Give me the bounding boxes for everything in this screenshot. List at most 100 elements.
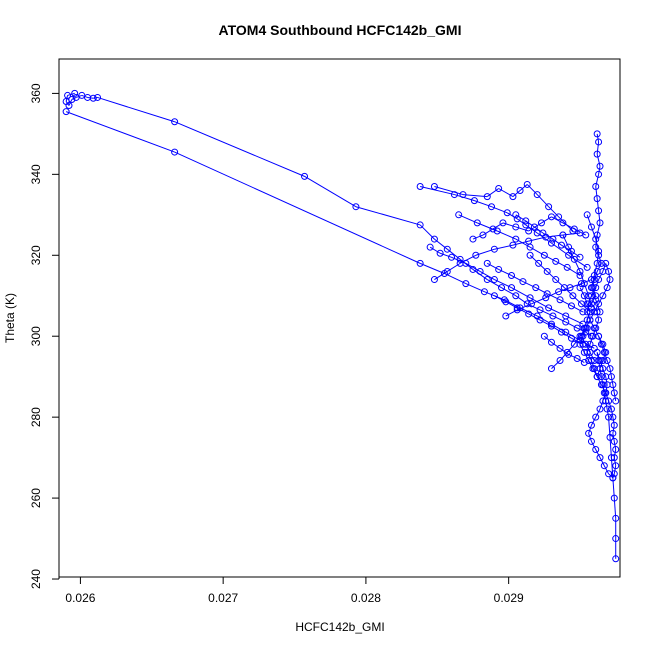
data-point xyxy=(597,259,605,267)
data-point xyxy=(586,308,594,316)
data-point xyxy=(540,251,548,259)
data-point xyxy=(605,470,613,478)
data-point xyxy=(595,247,603,255)
data-point xyxy=(456,259,464,267)
series-line-segment xyxy=(434,185,464,196)
data-point xyxy=(65,102,73,110)
data-point xyxy=(567,302,575,310)
series-line-segment xyxy=(511,287,531,299)
data-series xyxy=(483,259,587,316)
data-point xyxy=(94,93,102,101)
series-line-segment xyxy=(598,210,601,223)
series-line-segment xyxy=(304,175,357,208)
data-point xyxy=(430,182,438,190)
series-line-segment xyxy=(602,344,607,353)
data-point xyxy=(513,304,521,312)
series-line-segment xyxy=(502,222,516,228)
series-line-segment xyxy=(562,234,570,248)
data-series xyxy=(576,284,598,364)
series-line-segment xyxy=(593,263,598,276)
series-line-segment xyxy=(528,313,541,321)
series-line-segment xyxy=(562,222,575,230)
series-line-segment xyxy=(600,344,605,353)
data-point xyxy=(549,235,557,243)
series-line-segment xyxy=(447,262,461,272)
data-point xyxy=(612,397,620,405)
data-point xyxy=(495,185,503,192)
data-point xyxy=(512,211,520,219)
data-point xyxy=(450,191,458,199)
series-line-segment xyxy=(576,358,585,363)
y-axis: 240 260 280 300 320 340 360 xyxy=(29,83,60,589)
data-point xyxy=(547,213,555,221)
data-point xyxy=(509,193,517,201)
data-point xyxy=(599,292,607,300)
series-line-segment xyxy=(595,279,600,288)
series-line-segment xyxy=(598,166,601,175)
series-line-segment xyxy=(174,121,305,177)
y-tick-label: 260 xyxy=(29,488,43,508)
data-point xyxy=(547,365,555,373)
data-point xyxy=(607,454,615,462)
x-tick-label: 0.026 xyxy=(65,591,95,605)
series-line-segment xyxy=(505,301,518,309)
data-point xyxy=(470,197,478,205)
data-point xyxy=(498,284,506,292)
series-line-segment xyxy=(586,352,592,361)
data-point xyxy=(606,365,614,373)
data-point xyxy=(549,312,557,320)
series-line-segment xyxy=(598,336,602,345)
series-line-segment xyxy=(561,331,572,339)
series-line-segment xyxy=(498,268,512,276)
data-point xyxy=(542,294,550,302)
series-line-segment xyxy=(591,441,597,450)
data-point xyxy=(171,148,179,156)
series-line-segment xyxy=(593,327,600,337)
data-point xyxy=(582,340,590,348)
x-tick-label: 0.027 xyxy=(208,591,238,605)
data-point xyxy=(547,239,555,247)
data-point xyxy=(580,359,588,367)
data-point xyxy=(612,535,620,543)
series-line-segment xyxy=(599,457,605,466)
data-point xyxy=(512,235,520,243)
data-point xyxy=(596,162,604,170)
series-line-segment xyxy=(512,190,521,197)
data-point xyxy=(502,312,510,320)
data-point xyxy=(483,276,491,284)
series-line-segment xyxy=(590,275,595,288)
data-point xyxy=(567,334,575,342)
series-line-segment xyxy=(566,343,575,353)
series-line-segment xyxy=(579,327,588,337)
series-line-segment xyxy=(595,319,600,329)
data-point xyxy=(565,243,573,251)
series-line-segment xyxy=(529,297,549,309)
series-line-segment xyxy=(591,287,597,296)
data-point xyxy=(523,180,531,188)
series-line-segment xyxy=(591,416,597,426)
data-point xyxy=(530,223,538,231)
series-line-segment xyxy=(546,293,561,301)
series-line-segment xyxy=(93,96,98,99)
y-tick-label: 360 xyxy=(29,83,43,103)
data-point xyxy=(555,288,563,296)
data-point xyxy=(557,241,565,249)
series-line-segment xyxy=(526,184,538,195)
data-point xyxy=(476,267,484,275)
series-line-segment xyxy=(174,151,421,264)
series-line-segment xyxy=(612,433,615,442)
data-point xyxy=(573,354,581,362)
data-point xyxy=(595,356,603,364)
series-line-segment xyxy=(595,186,598,199)
series-line-segment xyxy=(494,295,507,303)
series-line-segment xyxy=(599,400,604,410)
data-point xyxy=(605,413,613,421)
data-point xyxy=(576,267,584,275)
data-point xyxy=(602,397,610,405)
series-line-segment xyxy=(472,234,484,240)
series-line-segment xyxy=(551,341,561,349)
series-line-segment xyxy=(583,283,590,296)
series-line-segment xyxy=(606,360,611,369)
data-point xyxy=(596,365,604,373)
